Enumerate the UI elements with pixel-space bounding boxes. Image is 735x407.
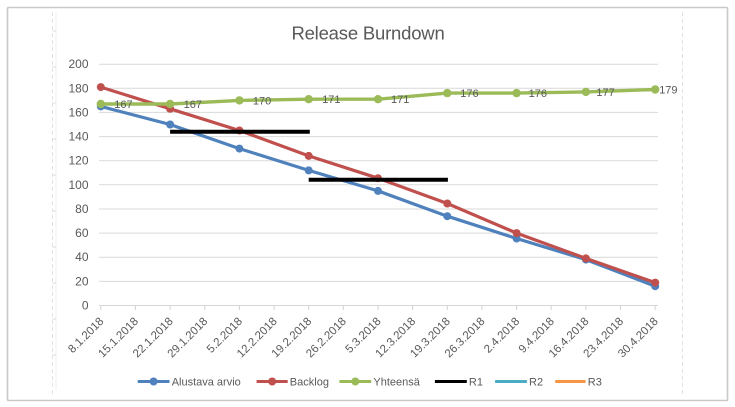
svg-text:Backlog: Backlog <box>290 377 329 389</box>
svg-text:180: 180 <box>68 81 88 95</box>
svg-text:40: 40 <box>75 250 89 264</box>
svg-text:167: 167 <box>114 99 132 111</box>
svg-text:60: 60 <box>75 226 89 240</box>
svg-text:20: 20 <box>75 274 89 288</box>
svg-text:160: 160 <box>68 105 88 119</box>
svg-text:R1: R1 <box>469 377 483 389</box>
svg-text:170: 170 <box>253 95 271 107</box>
svg-text:R3: R3 <box>588 377 602 389</box>
svg-text:100: 100 <box>68 178 88 192</box>
svg-text:200: 200 <box>68 57 88 71</box>
svg-text:Release Burndown: Release Burndown <box>291 23 444 44</box>
svg-text:177: 177 <box>596 87 614 99</box>
svg-text:Yhteensä: Yhteensä <box>373 377 420 389</box>
svg-text:140: 140 <box>68 130 88 144</box>
svg-text:176: 176 <box>460 88 478 100</box>
svg-text:120: 120 <box>68 154 88 168</box>
svg-text:167: 167 <box>184 99 202 111</box>
svg-text:0: 0 <box>82 299 89 313</box>
svg-text:Alustava arvio: Alustava arvio <box>172 377 241 389</box>
svg-text:179: 179 <box>659 85 677 97</box>
svg-text:80: 80 <box>75 202 89 216</box>
svg-text:R2: R2 <box>529 377 543 389</box>
svg-text:176: 176 <box>529 88 547 100</box>
svg-text:171: 171 <box>391 94 409 106</box>
svg-text:171: 171 <box>322 94 340 106</box>
